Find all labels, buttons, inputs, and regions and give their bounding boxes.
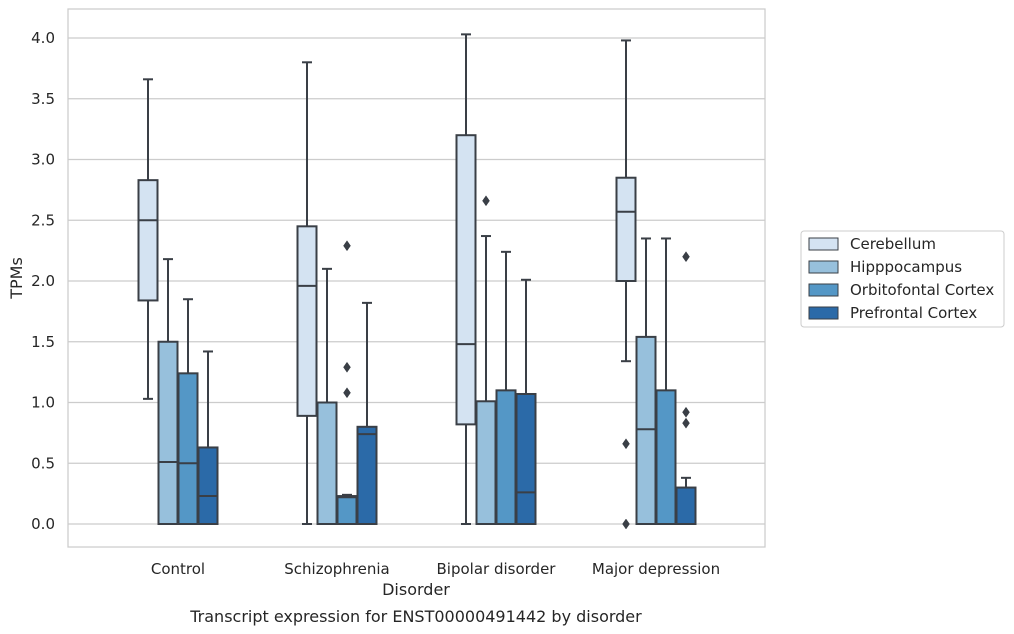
x-axis-label: Disorder [382, 580, 450, 599]
outlier-point [343, 387, 351, 399]
box [635, 335, 657, 526]
box-group [515, 278, 537, 525]
box [356, 425, 378, 525]
box-group [336, 240, 358, 525]
y-tick-labels: 0.0 0.5 1.0 1.5 2.0 2.5 3.0 3.5 4.0 [31, 29, 55, 533]
outlier-point [482, 195, 490, 207]
y-axis-label: TPMs [7, 257, 26, 300]
box [515, 392, 537, 525]
x-tick-labels: Control Schizophrenia Bipolar disorder Majo… [151, 560, 720, 578]
outlier-point [343, 240, 351, 252]
chart-caption: Transcript expression for ENST0000049144… [189, 607, 642, 626]
box [316, 401, 338, 525]
y-tick-label: 4.0 [31, 29, 55, 47]
y-tick-label: 2.0 [31, 272, 55, 290]
legend-frame [800, 230, 1005, 328]
legend-label: Cerebellum [850, 235, 936, 253]
outlier-point [622, 438, 630, 450]
x-tick-label: Bipolar disorder [437, 560, 557, 578]
box [495, 389, 517, 525]
box-group [177, 298, 199, 525]
y-tick-label: 2.5 [31, 211, 55, 229]
outlier-point [682, 251, 690, 263]
box [177, 372, 199, 525]
box-group [675, 251, 697, 525]
legend-swatch [808, 260, 839, 274]
y-tick-label: 0.0 [31, 515, 55, 533]
box-group [316, 267, 338, 525]
legend-swatch [808, 237, 839, 251]
box-group [455, 33, 477, 525]
box-group [655, 237, 677, 525]
legend-label: Orbitofontal Cortex [850, 281, 994, 299]
box-group [356, 301, 378, 525]
outlier-point [682, 417, 690, 429]
box [675, 486, 697, 525]
outlier-point [622, 518, 630, 530]
legend-label: Prefrontal Cortex [850, 304, 977, 322]
x-tick-label: Major depression [592, 560, 720, 578]
y-tick-label: 1.0 [31, 394, 55, 412]
box [137, 179, 159, 302]
box [296, 225, 318, 417]
box [455, 134, 477, 426]
plot-frame [67, 8, 766, 548]
box [615, 176, 637, 283]
box-group [137, 78, 159, 400]
legend-swatch [808, 283, 839, 297]
y-tick-label: 1.5 [31, 333, 55, 351]
x-tick-label: Schizophrenia [284, 560, 389, 578]
outlier-point [343, 361, 351, 373]
box-group [197, 350, 219, 525]
y-tick-label: 3.0 [31, 151, 55, 169]
box-group [296, 61, 318, 525]
box [655, 389, 677, 525]
box [157, 340, 179, 525]
box [475, 400, 497, 525]
legend: Cerebellum Hipppocampus Orbitofontal Corte… [800, 230, 1005, 328]
legend-swatch [808, 306, 839, 320]
box [197, 446, 219, 525]
y-tick-label: 3.5 [31, 90, 55, 108]
box-group [615, 39, 637, 530]
box-group [635, 237, 657, 526]
y-tick-label: 0.5 [31, 454, 55, 472]
outlier-point [682, 406, 690, 418]
legend-label: Hipppocampus [850, 258, 962, 276]
box-series [137, 33, 697, 530]
x-tick-label: Control [151, 560, 205, 578]
box [336, 495, 358, 525]
